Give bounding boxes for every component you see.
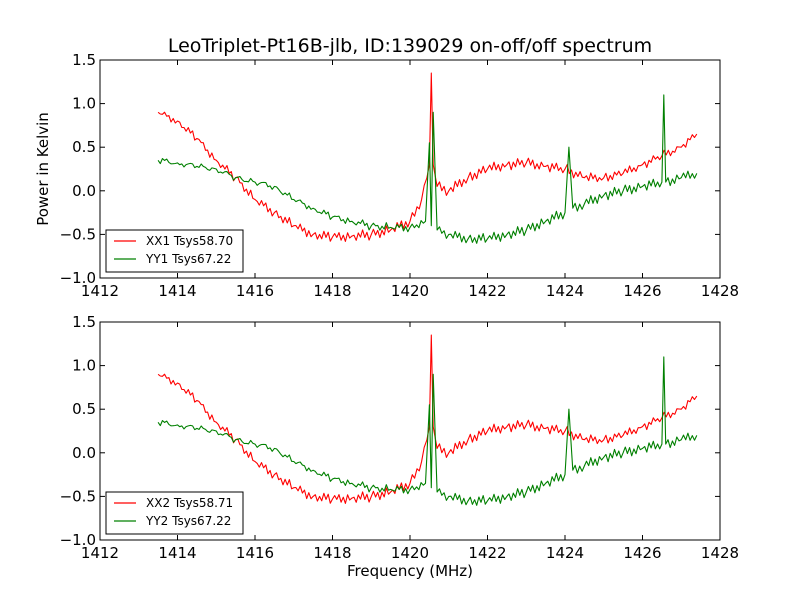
legend-label-xx2: XX2 Tsys58.71 xyxy=(146,496,233,510)
x-tick-label: 1420 xyxy=(391,544,429,562)
plot-area-frame xyxy=(99,321,721,541)
y-tick-label: −0.5 xyxy=(60,225,96,243)
legend-label-xx1: XX1 Tsys58.70 xyxy=(146,234,233,248)
legend-box xyxy=(105,229,244,273)
x-tick-label: 1412 xyxy=(81,282,119,300)
x-tick-label: 1422 xyxy=(468,282,506,300)
x-tick-label: 1424 xyxy=(546,544,584,562)
legend: XX1 Tsys58.70 YY1 Tsys67.22 xyxy=(105,229,244,273)
legend-box xyxy=(105,491,244,535)
x-tick-label: 1426 xyxy=(623,544,661,562)
x-tick-label: 1416 xyxy=(236,282,274,300)
ticks-layer: 1412 1414 1416 1418 1420 1422 1424 1426 1428 −1.0… xyxy=(60,313,740,562)
x-tick-label: 1428 xyxy=(701,282,739,300)
legend-label-yy1: YY1 Tsys67.22 xyxy=(145,252,231,266)
y-tick-label: 0.0 xyxy=(72,444,96,462)
top-panel: LeoTriplet-Pt16B-jlb, ID:139029 on-off/o… xyxy=(34,35,739,300)
y-tick-label: 0.5 xyxy=(72,138,96,156)
x-tick-label: 1412 xyxy=(81,544,119,562)
y-tick-label: −1.0 xyxy=(60,531,96,549)
chart-title: LeoTriplet-Pt16B-jlb, ID:139029 on-off/o… xyxy=(168,35,652,57)
series-line-yy1 xyxy=(157,94,698,244)
x-tick-label: 1414 xyxy=(158,544,196,562)
x-tick-label: 1422 xyxy=(468,544,506,562)
y-tick-label: 0.5 xyxy=(72,400,96,418)
y-axis-label: Power in Kelvin xyxy=(34,112,52,226)
x-tick-label: 1424 xyxy=(546,282,584,300)
y-tick-label: 1.5 xyxy=(72,51,96,69)
x-tick-label: 1420 xyxy=(391,282,429,300)
y-tick-label: −1.0 xyxy=(60,269,96,287)
y-tick-label: 1.0 xyxy=(72,357,96,375)
x-tick-label: 1418 xyxy=(313,544,351,562)
series-line-xx2 xyxy=(157,334,698,504)
x-tick-label: 1414 xyxy=(158,282,196,300)
series-line-yy2 xyxy=(157,356,698,506)
y-tick-label: 1.0 xyxy=(72,95,96,113)
x-tick-label: 1416 xyxy=(236,544,274,562)
legend-label-yy2: YY2 Tsys67.22 xyxy=(145,514,231,528)
x-tick-label: 1418 xyxy=(313,282,351,300)
y-tick-label: 0.0 xyxy=(72,182,96,200)
x-tick-label: 1428 xyxy=(701,544,739,562)
legend: XX2 Tsys58.71 YY2 Tsys67.22 xyxy=(105,491,244,535)
bottom-panel: 1412 1414 1416 1418 1420 1422 1424 1426 1428 −1.0… xyxy=(60,313,740,580)
y-tick-label: −0.5 xyxy=(60,487,96,505)
series-layer xyxy=(157,334,698,506)
y-tick-label: 1.5 xyxy=(72,313,96,331)
plot-area-frame xyxy=(99,59,721,279)
x-tick-label: 1426 xyxy=(623,282,661,300)
series-line-xx1 xyxy=(157,72,698,242)
x-axis-label: Frequency (MHz) xyxy=(347,562,473,580)
series-layer xyxy=(157,72,698,244)
ticks-layer: 1412 1414 1416 1418 1420 1422 1424 1426 1428 −1.0… xyxy=(60,51,740,300)
